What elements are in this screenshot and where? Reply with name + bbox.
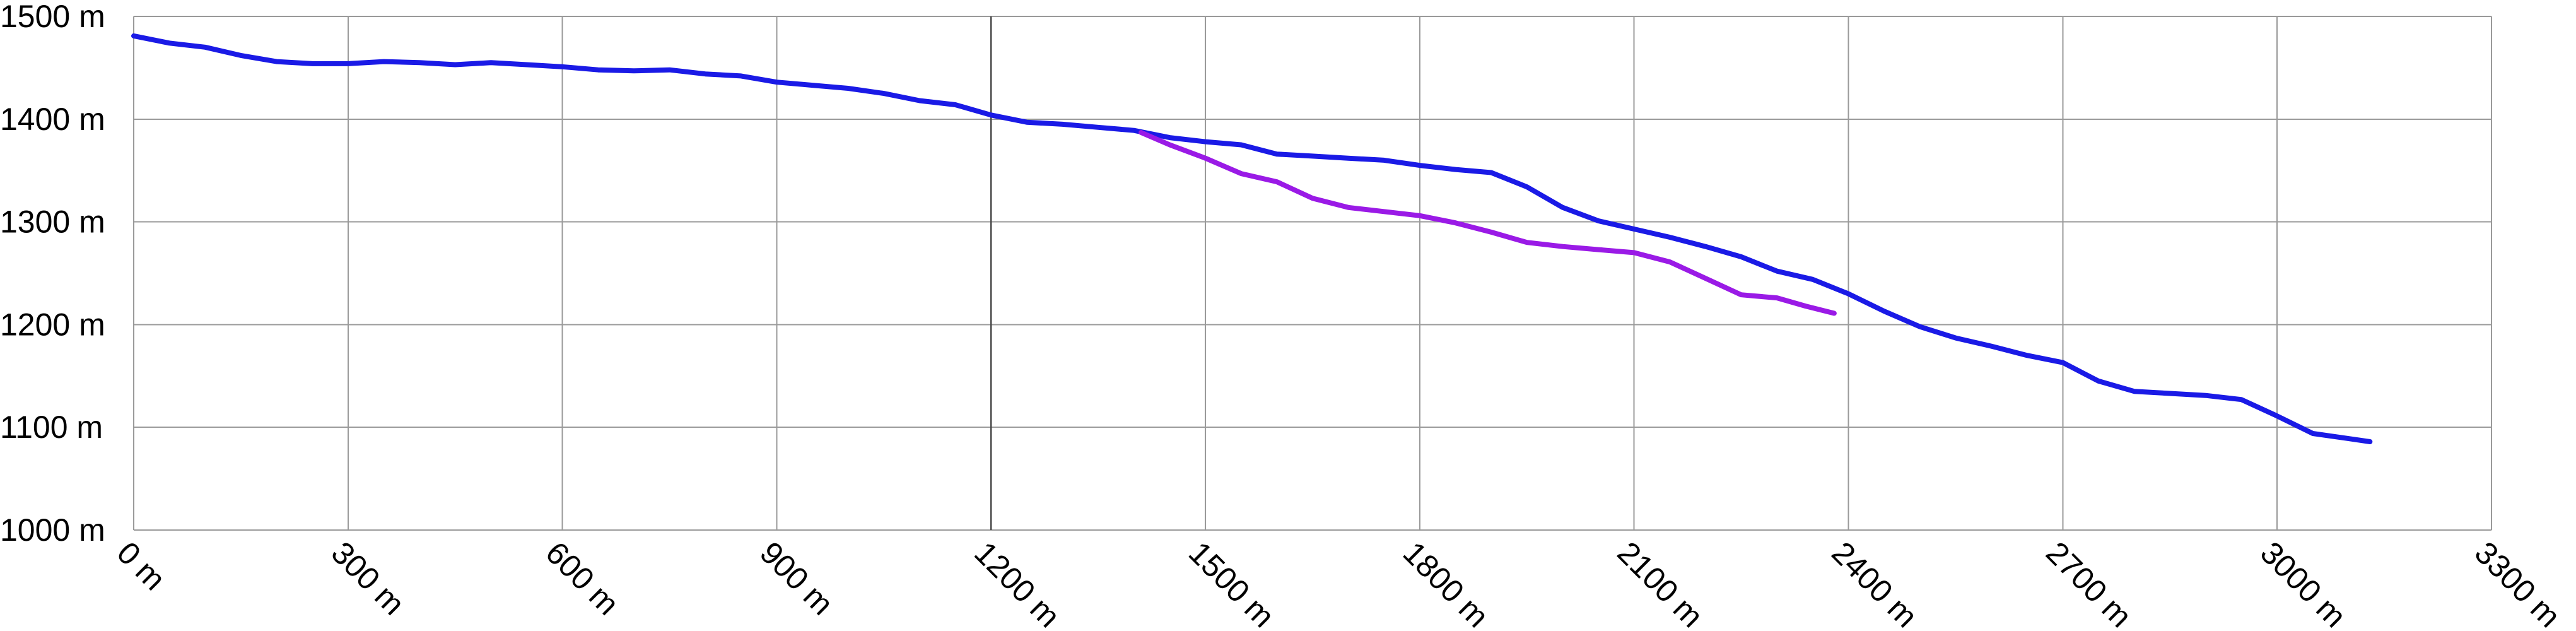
x-tick-label: 3000 m bbox=[2254, 535, 2353, 631]
y-tick-label: 1500 m bbox=[0, 0, 105, 34]
x-axis-tick-labels: 0 m 300 m 600 m 900 m 1200 m 1500 m 1800 m 2100… bbox=[110, 535, 2568, 631]
x-tick-label: 1200 m bbox=[968, 535, 1067, 631]
y-tick-label: 1100 m bbox=[0, 410, 103, 445]
x-tick-label: 0 m bbox=[110, 535, 173, 598]
x-tick-label: 600 m bbox=[539, 535, 626, 622]
x-tick-label: 1800 m bbox=[1396, 535, 1496, 631]
x-tick-label: 1500 m bbox=[1182, 535, 1282, 631]
series-line-1 bbox=[131, 33, 2373, 444]
x-tick-label: 2100 m bbox=[1610, 535, 1710, 631]
grid bbox=[133, 16, 2492, 531]
y-tick-label: 1000 m bbox=[0, 512, 105, 548]
x-tick-label: 3300 m bbox=[2468, 535, 2568, 631]
x-tick-label: 300 m bbox=[325, 535, 412, 622]
y-axis-tick-labels: 1000 m 1100 m 1200 m 1300 m 1400 m 1500 m bbox=[0, 0, 105, 548]
series-line-2 bbox=[1139, 130, 1837, 316]
y-tick-label: 1200 m bbox=[0, 307, 105, 342]
x-tick-label: 2700 m bbox=[2039, 535, 2139, 631]
y-tick-label: 1400 m bbox=[0, 102, 105, 137]
series-layer bbox=[131, 33, 2373, 444]
y-tick-label: 1300 m bbox=[0, 204, 105, 240]
x-tick-label: 2400 m bbox=[1825, 535, 1924, 631]
x-tick-label: 900 m bbox=[753, 535, 840, 622]
